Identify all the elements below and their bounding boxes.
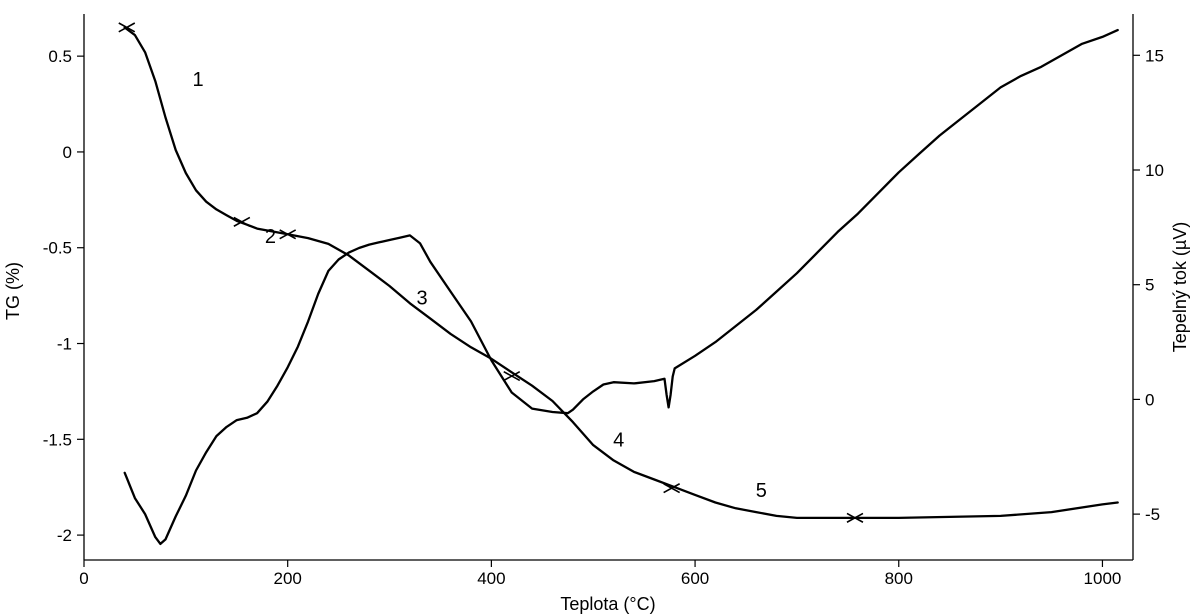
segment-marker [233,216,251,227]
x-tick-label: 200 [274,569,302,588]
y-tick-label: -2 [57,526,72,545]
x-tick-label: 0 [79,569,88,588]
segment-label: 3 [417,288,428,310]
segment-label: 5 [756,480,767,502]
segment-label: 4 [613,429,624,451]
segment-marker [846,512,864,523]
x-tick-label: 600 [681,569,709,588]
x-tick-label: 1000 [1084,569,1122,588]
y-tick-label: 0.5 [48,47,72,66]
segment-marker [663,483,681,494]
heat-flow-line [123,28,1119,546]
y-tick-label: -0.5 [43,239,72,258]
y2-tick-label: 15 [1145,46,1164,65]
x-tick-label: 400 [477,569,505,588]
markers [118,22,864,523]
y-tick-label: -1.5 [43,430,72,449]
y-tick-label: -1 [57,335,72,354]
segment-label: 1 [193,69,204,91]
segment-marker [118,22,136,33]
y2-tick-label: 0 [1145,390,1154,409]
tg-line [123,26,1119,520]
y2-tick-label: 10 [1145,161,1164,180]
y2-tick-label: 5 [1145,276,1154,295]
x-tick-label: 800 [885,569,913,588]
segment-label: 2 [265,226,276,248]
segment-marker [279,229,297,240]
y2-axis-label: Tepelný tok (µV) [1170,222,1190,352]
y2-tick-label: -5 [1145,505,1160,524]
tick-group: 0 200 400 600 800 10000.50-0.5-1-1.5-2151050-… [43,46,1164,588]
axes [83,14,1134,561]
curves [123,26,1119,546]
segment-marker [503,370,521,382]
x-axis-label: Teplota (°C) [560,594,655,614]
y-axis-label: TG (%) [3,262,23,320]
annotations: 1 2 3 4 5 [193,69,767,502]
y-tick-label: 0 [63,143,72,162]
